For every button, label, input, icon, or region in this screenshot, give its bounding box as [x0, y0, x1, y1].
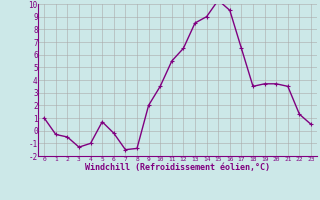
X-axis label: Windchill (Refroidissement éolien,°C): Windchill (Refroidissement éolien,°C)	[85, 163, 270, 172]
